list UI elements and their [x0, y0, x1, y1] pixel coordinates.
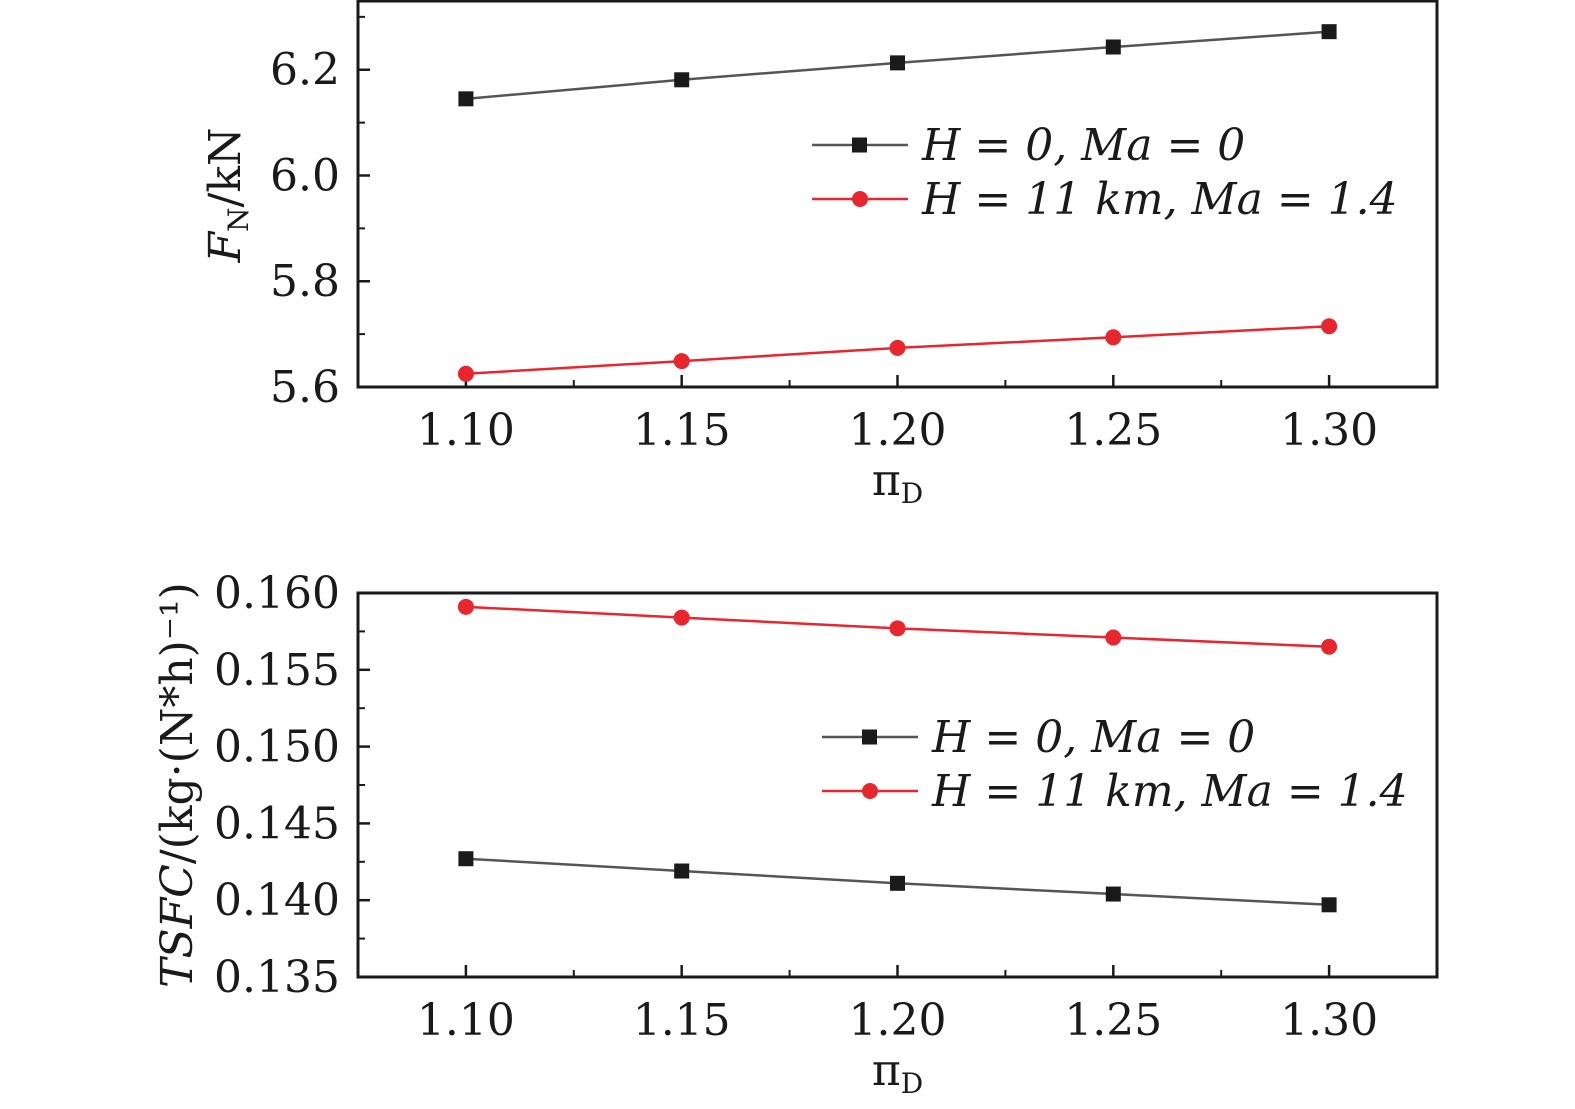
legend-label: H = 0, Ma = 0 [931, 712, 1255, 763]
data-point [889, 339, 906, 356]
x-tick-label: 1.20 [849, 995, 947, 1046]
x-axis-label: πD [872, 1045, 923, 1100]
data-point [673, 353, 690, 370]
series-altitude [457, 598, 1338, 655]
data-point [458, 91, 474, 107]
legend-entry: H = 11 km, Ma = 1.4 [822, 766, 1408, 817]
legend-entry: H = 11 km, Ma = 1.4 [812, 174, 1398, 225]
y-tick-label: 6.2 [270, 45, 340, 96]
x-tick-label: 1.10 [417, 995, 515, 1046]
data-point [674, 72, 690, 88]
x-tick-label: 1.20 [849, 405, 947, 456]
legend-label: H = 0, Ma = 0 [921, 120, 1245, 171]
data-point [890, 55, 905, 71]
chart-1: 1.10 1.15 1.20 1.25 1.30 5.6 5.8 6.0 6.2 πD FN/kN H… [200, 0, 1439, 510]
data-point [673, 609, 690, 626]
legend-entry: H = 0, Ma = 0 [822, 712, 1255, 763]
data-point [457, 598, 474, 615]
data-point [889, 620, 906, 637]
data-point [458, 851, 474, 867]
x-tick-label: 1.15 [633, 995, 731, 1046]
y-tick-label: 0.160 [214, 568, 340, 619]
y-axis-label: TSFC/(kg·(N*h)⁻¹) [152, 582, 203, 988]
legend-label: H = 11 km, Ma = 1.4 [931, 766, 1408, 817]
data-point [1321, 24, 1337, 40]
data-point [674, 863, 690, 879]
y-tick-label: 0.150 [214, 722, 340, 773]
chart-2: 1.10 1.15 1.20 1.25 1.30 0.135 0.140 0.145 0.150… [152, 568, 1439, 1100]
series-sea-level [458, 851, 1337, 913]
y-tick-label: 0.145 [214, 798, 340, 849]
y-axis-label: FN/kN [200, 127, 255, 263]
x-tick-label: 1.15 [633, 405, 731, 456]
legend-marker [862, 783, 878, 799]
data-point [1321, 318, 1338, 335]
y-tick-label: 5.6 [270, 362, 340, 413]
data-point [890, 875, 905, 891]
y-tick-label: 0.155 [214, 645, 340, 696]
legend-label: H = 11 km, Ma = 1.4 [921, 174, 1398, 225]
legend-entry: H = 0, Ma = 0 [812, 120, 1245, 171]
y-tick-label: 0.140 [214, 875, 340, 926]
y-tick-label: 6.0 [270, 150, 340, 201]
x-tick-label: 1.10 [417, 405, 515, 456]
x-tick-label: 1.30 [1280, 995, 1378, 1046]
x-axis-label: πD [872, 455, 923, 510]
series-altitude [457, 318, 1338, 382]
x-tick-label: 1.30 [1280, 405, 1378, 456]
data-point [1105, 329, 1122, 346]
data-point [1105, 886, 1121, 902]
legend-marker [852, 191, 868, 207]
x-tick-label: 1.25 [1064, 405, 1162, 456]
data-point [1321, 897, 1337, 913]
data-point [1105, 39, 1121, 55]
data-point [1321, 638, 1338, 655]
legend-marker [862, 729, 877, 745]
data-point [1105, 629, 1122, 646]
x-tick-label: 1.25 [1064, 995, 1162, 1046]
data-point [457, 365, 474, 382]
legend-marker [852, 137, 867, 153]
y-tick-label: 0.135 [214, 952, 340, 1003]
series-sea-level [458, 24, 1337, 107]
y-tick-label: 5.8 [270, 256, 340, 307]
